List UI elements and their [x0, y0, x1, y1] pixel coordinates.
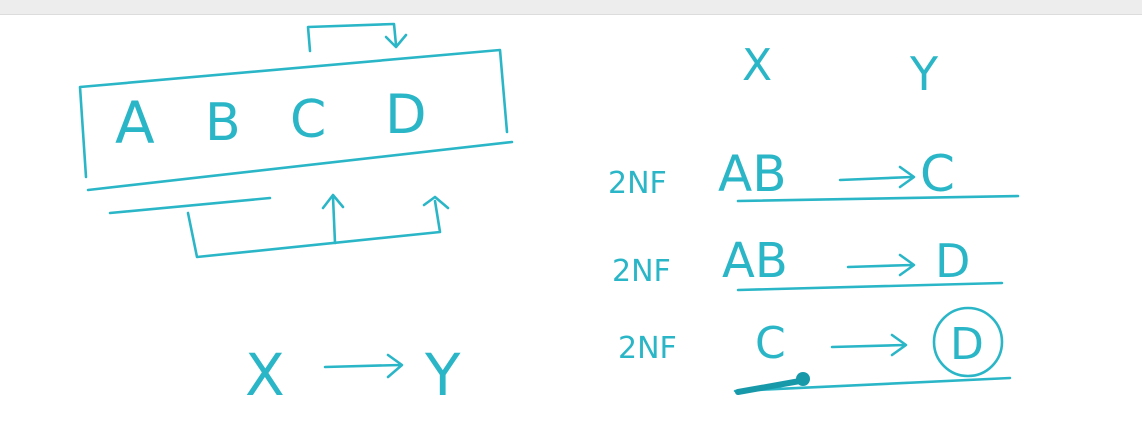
pen-scribble-mark [735, 378, 803, 395]
attribute-c: C [290, 90, 326, 150]
relation-underline-2 [108, 196, 272, 215]
dep2-tag: 2NF [612, 254, 671, 289]
general-rhs: Y [424, 341, 461, 409]
dep3-underline [733, 376, 1012, 393]
top-dependency-arrow [306, 22, 398, 53]
dep3-arrow [830, 333, 908, 357]
attribute-d: D [385, 83, 427, 146]
bottom-arrow-to-c [331, 195, 337, 245]
dep2-arrow [846, 253, 916, 277]
dep3-lhs: C [755, 318, 786, 369]
dep3-tag: 2NF [618, 331, 677, 366]
relation-box [78, 48, 509, 179]
general-arrow [323, 353, 404, 379]
relation-underline-1 [86, 140, 514, 192]
whiteboard-canvas: A B C D X Y X Y 2NF AB C 2NF AB D 2NF C [0, 15, 1142, 421]
attribute-a: A [115, 89, 155, 157]
dep1-underline [736, 194, 1020, 203]
attribute-b: B [205, 93, 241, 153]
dep2-lhs: AB [722, 233, 788, 289]
dep1-tag: 2NF [608, 166, 667, 201]
handwritten-diagram: A B C D X Y X Y 2NF AB C 2NF AB D 2NF C [78, 22, 1020, 409]
header-y: Y [909, 47, 939, 101]
dep2-underline [736, 281, 1004, 292]
bottom-dependency-bracket [186, 199, 442, 259]
dep1-lhs: AB [718, 145, 787, 203]
window-top-bar [0, 0, 1142, 15]
bottom-arrow-head-d [422, 195, 450, 210]
top-arrow-head [384, 33, 408, 49]
dep1-rhs: C [920, 145, 955, 203]
dep3-rhs: D [950, 319, 984, 370]
dep2-rhs: D [935, 234, 970, 288]
general-lhs: X [245, 341, 285, 409]
dep3-rhs-circle [932, 306, 1004, 378]
bottom-arrow-head-c [321, 193, 345, 210]
pen-cursor-dot [796, 372, 810, 386]
header-x: X [742, 40, 772, 91]
dep1-arrow [838, 165, 916, 189]
